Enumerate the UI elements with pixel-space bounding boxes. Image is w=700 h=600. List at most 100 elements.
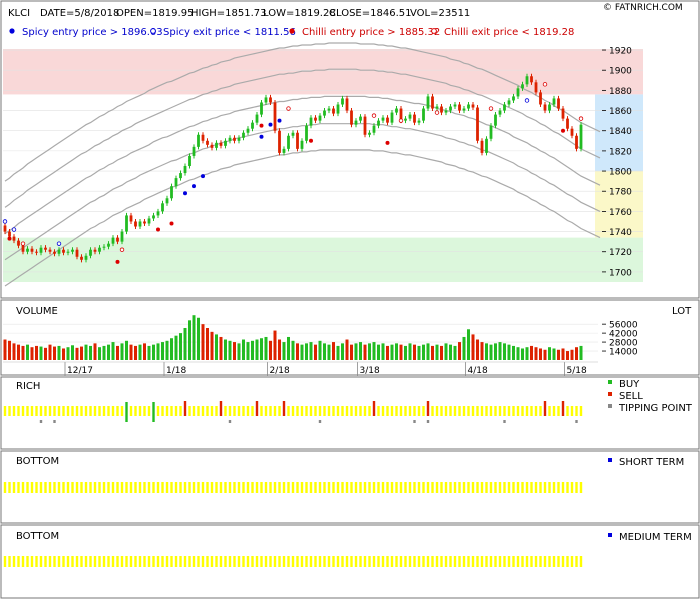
bottom-medium-bar	[44, 556, 47, 567]
bottom-medium-bar	[21, 556, 25, 567]
rich-neutral-bar	[539, 406, 542, 416]
chilli-exit-dot	[578, 116, 584, 121]
bottom-short-bar	[345, 482, 349, 493]
date-label: DATE=5/8/2018	[40, 8, 119, 19]
candle-body	[341, 98, 344, 105]
candle-body	[246, 128, 250, 133]
candle-body	[197, 134, 200, 147]
band-upper-line	[4, 68, 601, 208]
bottom-medium-bar	[579, 556, 583, 567]
candle-body	[143, 221, 146, 224]
rich-neutral-bar	[161, 406, 164, 416]
volume-bar	[476, 339, 479, 360]
bottom-short-bar	[390, 482, 394, 493]
candle-body	[417, 120, 421, 123]
rich-title: RICH	[16, 381, 40, 392]
chilli-entry-dot	[7, 236, 12, 241]
rich-neutral-bar	[264, 406, 268, 416]
volume-panel-frame	[0, 299, 700, 376]
volume-title: VOLUME	[16, 306, 58, 317]
candle-body	[305, 125, 308, 141]
channel-bands	[4, 42, 601, 287]
bottom-medium-bar	[143, 556, 146, 567]
rich-neutral-bar	[305, 406, 308, 416]
volume-bar	[233, 342, 236, 360]
bottom-medium-bar	[336, 556, 340, 567]
candle-body	[372, 125, 376, 133]
bottom-medium-bar	[525, 556, 529, 567]
date-axis: 12/17 1/18 2/18 3/18 4/18 5/18	[3, 361, 598, 376]
bottom-short-bar	[71, 482, 74, 493]
rich-neutral-bar	[197, 406, 200, 416]
rich-neutral-bar	[498, 406, 502, 416]
bottom-short-panel-frame	[0, 450, 700, 524]
candle-body	[354, 120, 358, 125]
bottom-medium-bar	[354, 556, 358, 567]
chilli-exit-dot	[398, 118, 404, 123]
rich-neutral-bar	[53, 406, 56, 416]
chilli-exit-dot	[542, 82, 548, 87]
bottom-short-bar	[8, 482, 11, 493]
bottom-medium-bar	[521, 556, 524, 567]
rich-neutral-bar	[48, 406, 52, 416]
candle-body	[278, 130, 281, 153]
volume-bar	[224, 339, 227, 360]
bottom-short-bar	[372, 482, 376, 493]
bottom-short-bar	[89, 482, 92, 493]
volume-bar	[309, 342, 313, 360]
band-lower-line	[4, 123, 601, 261]
bottom-medium-bar	[48, 556, 52, 567]
volume-bar	[503, 343, 506, 360]
rich-neutral-bar	[386, 406, 389, 416]
volume-bar	[521, 348, 524, 360]
volume-bar	[291, 340, 295, 360]
bottom-short-bar	[282, 482, 286, 493]
rich-neutral-bar	[179, 406, 182, 416]
bottom-medium-bar	[390, 556, 394, 567]
rich-neutral-bar	[570, 406, 574, 416]
bottom-short-bar	[201, 482, 205, 493]
volume-bar	[377, 344, 380, 360]
sell-legend-swatch	[608, 392, 612, 396]
chilli-exit-dot	[20, 241, 26, 246]
rich-neutral-bar	[300, 406, 304, 416]
bottom-medium-bar	[57, 556, 61, 567]
volume-bar	[152, 344, 155, 360]
bottom-short-bar	[309, 482, 313, 493]
volume-bar	[111, 342, 115, 360]
bottom-medium-bar	[498, 556, 502, 567]
candle-body	[228, 137, 232, 141]
candle-body	[318, 115, 322, 121]
rich-neutral-bar	[503, 406, 506, 416]
bottom-medium-bar	[197, 556, 200, 567]
rich-sell-bar	[255, 401, 259, 416]
bottom-short-bar	[395, 482, 398, 493]
volume-bar	[336, 345, 340, 360]
volume-bar	[35, 345, 38, 360]
bottom-short-bar	[359, 482, 362, 493]
bottom-short-bar	[323, 482, 326, 493]
rich-neutral-bar	[21, 406, 25, 416]
candle-body	[512, 96, 515, 101]
rich-neutral-bar	[440, 406, 443, 416]
candle-body	[422, 108, 425, 121]
bottom-medium-bar	[399, 556, 403, 567]
rich-neutral-bar	[143, 406, 146, 416]
volume-bar	[480, 342, 484, 360]
bottom-short-bar	[93, 482, 97, 493]
bottom-medium-bar	[561, 556, 565, 567]
candle-body	[381, 117, 385, 121]
bottom-short-bar	[363, 482, 367, 493]
bottom-medium-bar	[422, 556, 425, 567]
candle-body	[570, 128, 574, 136]
rich-neutral-bar	[552, 406, 556, 416]
spicy-exit-legend: Spicy exit price < 1811.56	[163, 27, 296, 38]
rich-neutral-bar	[485, 406, 488, 416]
bottom-medium-bar	[71, 556, 74, 567]
volume-bar	[318, 340, 322, 360]
bottom-medium-bar	[80, 556, 83, 567]
candle-body	[75, 249, 79, 257]
bottom-short-bar	[242, 482, 245, 493]
bottom-short-bar	[381, 482, 385, 493]
